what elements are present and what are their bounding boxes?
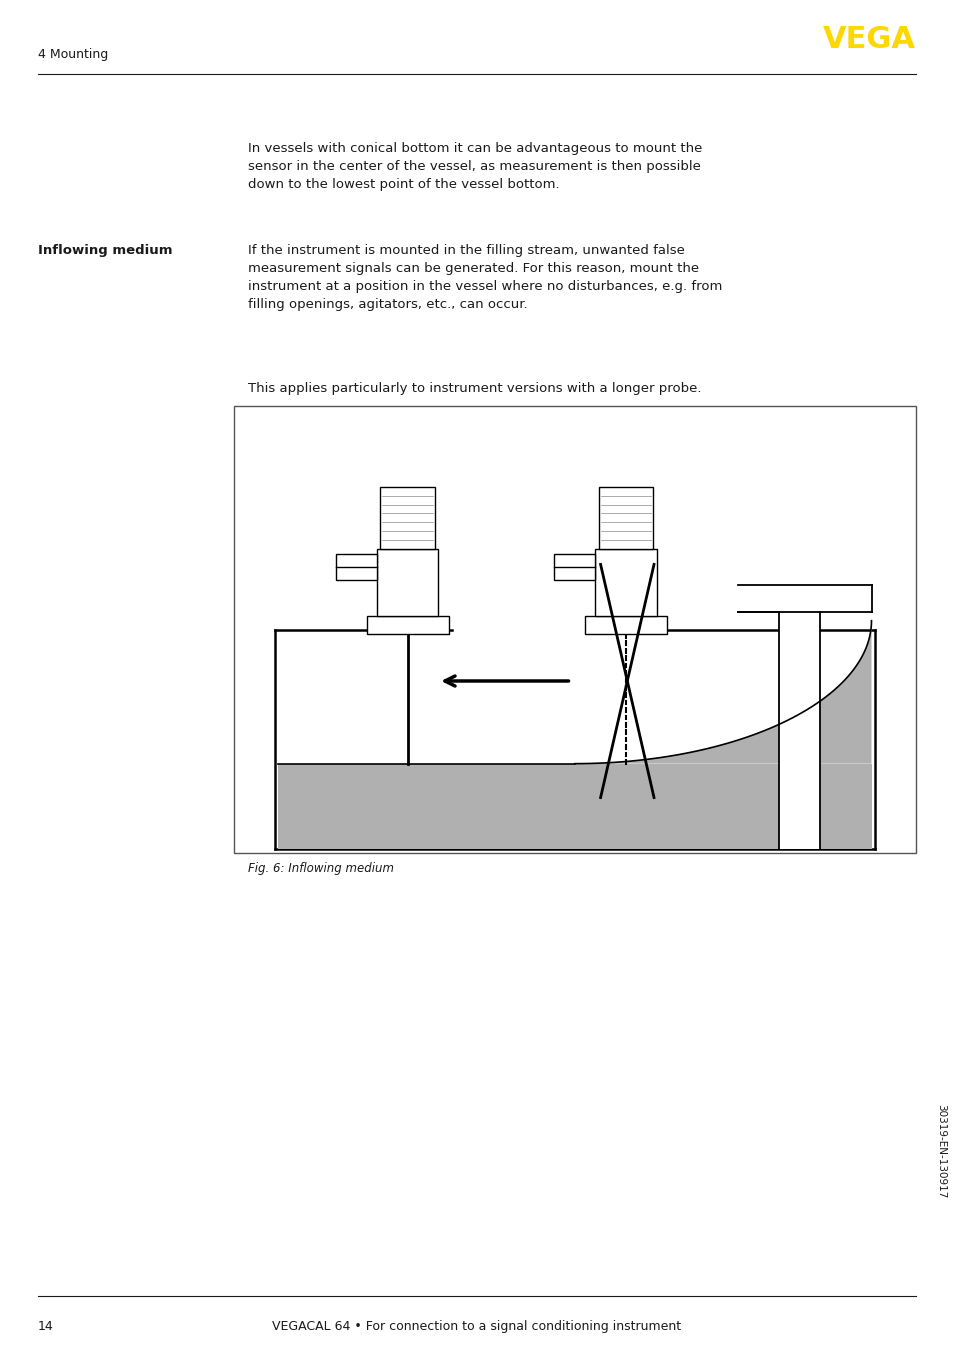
Bar [779,612,820,849]
Text: VEGACAL 64 • For connection to a signal conditioning instrument: VEGACAL 64 • For connection to a signal … [273,1320,680,1334]
Bar [584,616,666,634]
Text: Fig. 6: Inflowing medium: Fig. 6: Inflowing medium [248,862,394,876]
Bar [376,550,437,616]
Text: 30319-EN-130917: 30319-EN-130917 [936,1104,945,1198]
Text: VEGA: VEGA [822,26,915,54]
Bar [779,585,871,612]
Bar [380,486,435,550]
Bar [595,550,656,616]
Bar [554,554,595,581]
Bar [335,554,376,581]
Text: This applies particularly to instrument versions with a longer probe.: This applies particularly to instrument … [248,382,700,395]
Text: 4 Mounting: 4 Mounting [38,47,109,61]
Text: Inflowing medium: Inflowing medium [38,244,172,257]
Polygon shape [574,620,871,764]
Bar [366,616,448,634]
Bar [598,486,653,550]
Polygon shape [277,764,871,849]
Text: If the instrument is mounted in the filling stream, unwanted false
measurement s: If the instrument is mounted in the fill… [248,244,721,310]
Text: 14: 14 [38,1320,54,1334]
Text: In vessels with conical bottom it can be advantageous to mount the
sensor in the: In vessels with conical bottom it can be… [248,142,701,191]
Bar [233,406,915,853]
